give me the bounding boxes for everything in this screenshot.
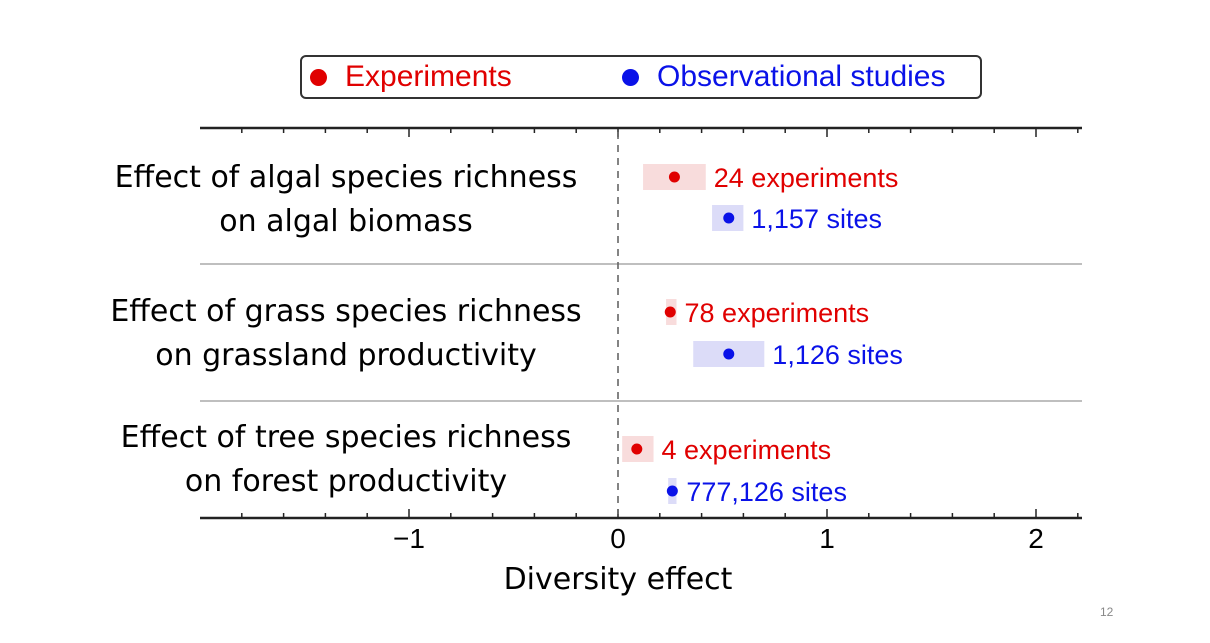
legend-marker-experiments	[310, 68, 327, 86]
legend-item-experiments: Experiments	[310, 57, 512, 97]
row-label-algal: Effect of algal species richness on alga…	[96, 156, 596, 244]
x-tick-label: 2	[1028, 523, 1044, 554]
legend-item-observational: Observational studies	[622, 57, 946, 97]
legend-marker-observational	[622, 68, 639, 86]
legend: Experiments Observational studies	[300, 55, 982, 99]
x-tick-label: 1	[819, 523, 835, 554]
row-label-line: Effect of algal species richness	[114, 160, 578, 195]
legend-label-experiments: Experiments	[345, 60, 512, 93]
annotation-observational: 1,157 sites	[751, 204, 882, 234]
x-tick-label: 0	[610, 523, 626, 554]
row-label-tree: Effect of tree species richness on fores…	[96, 416, 596, 504]
row-label-line: on forest productivity	[184, 464, 508, 499]
annotation-experiments: 24 experiments	[714, 163, 899, 193]
x-axis-label: Diversity effect	[503, 562, 733, 597]
point-observational	[723, 212, 735, 224]
row-label-grass: Effect of grass species richness on gras…	[96, 290, 596, 378]
annotation-experiments: 4 experiments	[662, 435, 832, 465]
annotation-observational: 777,126 sites	[686, 477, 847, 507]
slide-number: 12	[1100, 605, 1114, 619]
point-observational	[666, 485, 678, 497]
row-label-line: Effect of tree species richness	[120, 420, 572, 455]
x-tick-label: −1	[393, 523, 425, 554]
row-label-line: Effect of grass species richness	[110, 294, 582, 329]
point-experiments	[631, 443, 643, 455]
row-label-line: on algal biomass	[219, 204, 473, 239]
point-experiments	[664, 306, 676, 318]
row-label-line: on grassland productivity	[155, 338, 537, 373]
legend-label-observational: Observational studies	[657, 60, 946, 93]
annotation-observational: 1,126 sites	[772, 340, 903, 370]
annotation-experiments: 78 experiments	[685, 298, 870, 328]
point-experiments	[668, 171, 680, 183]
point-observational	[723, 348, 735, 360]
